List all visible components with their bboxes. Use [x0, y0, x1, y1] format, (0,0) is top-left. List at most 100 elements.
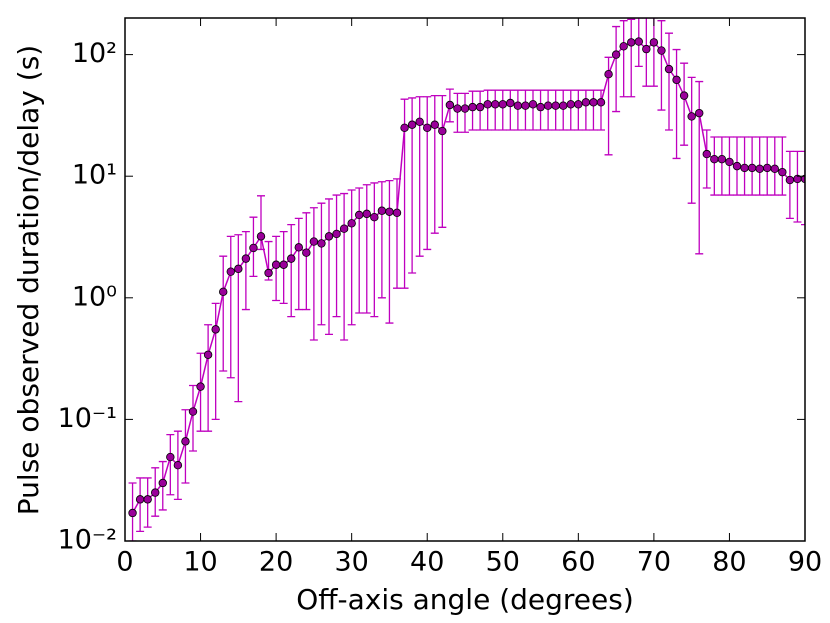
marker [611, 50, 621, 59]
marker [672, 75, 681, 85]
error-bar [211, 302, 220, 421]
error-bar [325, 198, 333, 336]
marker [423, 123, 432, 133]
error-bar [196, 352, 205, 432]
marker [188, 407, 198, 416]
marker [196, 382, 205, 391]
marker [135, 495, 145, 504]
marker [211, 325, 220, 334]
error-bar [181, 409, 190, 484]
marker [695, 108, 704, 118]
x-tick-label: 90 [788, 547, 822, 578]
marker [770, 164, 779, 174]
marker [574, 100, 583, 109]
line [131, 40, 805, 514]
error-bar [483, 89, 492, 131]
marker [279, 260, 288, 269]
marker [528, 100, 538, 109]
marker [445, 100, 455, 110]
y-tick-label: 10¹ [72, 160, 117, 191]
error-bar [710, 136, 719, 196]
marker [785, 175, 795, 185]
marker [725, 157, 734, 167]
error-bar [672, 48, 681, 160]
marker [128, 508, 137, 518]
error-bar [506, 89, 515, 131]
x-tick-label: 40 [410, 547, 444, 578]
error-bar [385, 179, 394, 324]
marker [800, 174, 805, 184]
marker [460, 104, 470, 113]
error-bar [136, 477, 145, 533]
error-bar [521, 89, 530, 131]
error-bar [226, 235, 235, 379]
marker [415, 117, 424, 127]
marker [173, 461, 183, 470]
error-bar [657, 20, 666, 111]
marker [649, 38, 659, 47]
marker [324, 232, 334, 241]
marker [717, 154, 727, 164]
error-bar [355, 187, 364, 314]
marker [234, 264, 243, 274]
error-bar [340, 192, 349, 341]
marker [468, 102, 477, 112]
error-bar [619, 20, 628, 98]
marker [566, 100, 575, 109]
error-bar [551, 89, 560, 131]
error-bar [801, 150, 805, 226]
x-tick-label: 30 [334, 547, 368, 578]
plot-area [128, 18, 805, 541]
error-bar [347, 189, 356, 326]
error-bar [574, 89, 583, 131]
marker [664, 64, 674, 74]
error-bar [612, 25, 621, 113]
error-bar [665, 32, 673, 131]
marker [438, 126, 447, 136]
marker [747, 163, 757, 173]
error-bar [189, 384, 197, 452]
marker [226, 267, 235, 276]
error-bar [362, 184, 371, 314]
marker [679, 91, 689, 100]
marker [166, 452, 175, 462]
marker [483, 100, 492, 109]
error-bar [778, 136, 787, 196]
error-bar [241, 230, 250, 311]
error-bar [680, 62, 689, 146]
error-bar [566, 89, 575, 131]
error-bar [332, 194, 341, 318]
marker [309, 237, 319, 246]
marker [604, 70, 613, 79]
marker [241, 254, 251, 263]
error-bar [649, 18, 658, 87]
error-bar [513, 89, 522, 131]
error-bar [309, 207, 318, 341]
marker [181, 437, 190, 446]
error-bar [438, 94, 447, 228]
error-bar [627, 18, 636, 98]
error-bar [597, 89, 605, 131]
marker [543, 101, 553, 110]
plot-frame [124, 17, 806, 542]
marker [475, 102, 485, 112]
x-tick-label: 0 [116, 547, 133, 578]
marker [143, 495, 152, 504]
marker [596, 98, 606, 107]
marker [332, 229, 341, 239]
error-bar [219, 255, 228, 372]
marker [506, 98, 515, 108]
error-bar [544, 89, 553, 131]
x-tick-label: 10 [183, 547, 217, 578]
x-tick-label: 20 [259, 547, 293, 578]
marker [392, 208, 402, 218]
error-bar [302, 212, 311, 311]
marker [158, 478, 167, 488]
marker [619, 42, 628, 51]
marker [498, 100, 507, 109]
y-tick-label: 10⁰ [72, 281, 117, 312]
error-bar [559, 89, 568, 131]
marker [385, 207, 394, 216]
marker [256, 232, 266, 241]
